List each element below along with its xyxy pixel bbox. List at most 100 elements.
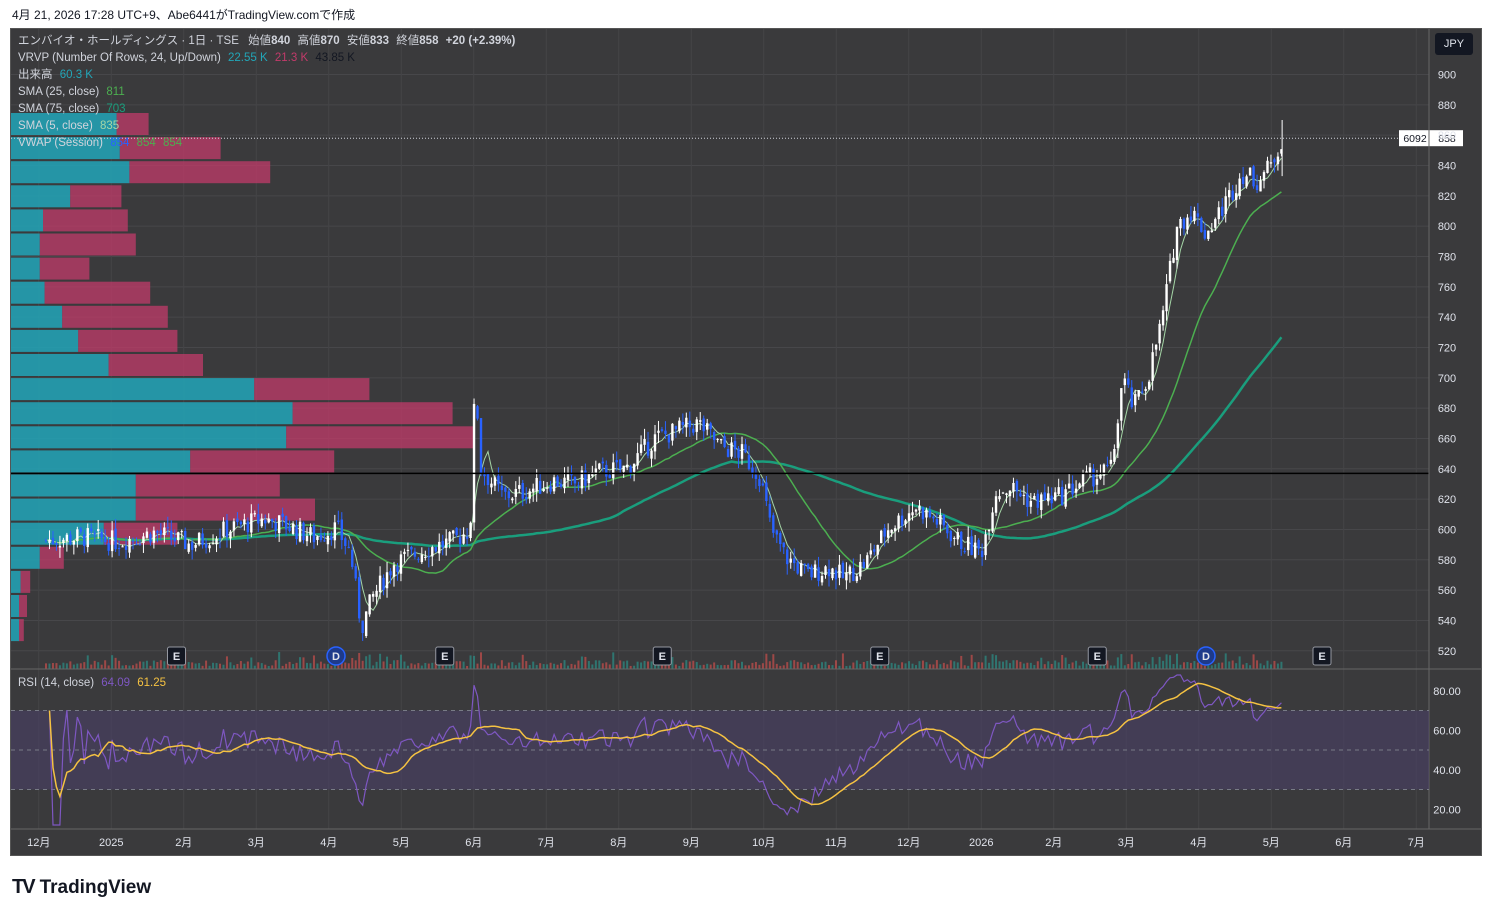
candle-body [514,488,517,497]
tradingview-logo[interactable]: TV TradingView [12,876,151,899]
candle-body [121,546,124,548]
candle-body [782,542,785,548]
volume-bar [236,663,239,669]
rsi-label[interactable]: RSI (14, close) [18,677,95,689]
volume-bar [239,661,242,669]
volume-bar [69,661,72,669]
sma25-label[interactable]: SMA (25, close) [18,86,100,98]
volume-bar [142,661,145,669]
candle-body [1106,464,1109,466]
time-tick: 2025 [99,837,123,849]
candle-body [956,532,959,540]
volume-bar [1280,661,1283,669]
candle-body [260,518,263,527]
candle-body [706,423,709,430]
sma75-line [45,336,1283,548]
candle-body [486,473,490,486]
volume-bar [1193,661,1196,669]
candle-body [967,536,970,551]
symbol-title[interactable]: エンバイオ・ホールディングス · 1日 · TSE [18,35,239,47]
vp-up-bar [11,570,21,593]
volume-bar [1123,665,1126,669]
volume-bar [382,661,385,669]
time-tick: 12月 [27,837,50,849]
candle-body [44,539,48,541]
candle-body [744,444,747,453]
candle-body [257,514,260,524]
volume-bar [894,663,897,669]
candle-body [587,473,591,484]
candle-body [382,577,385,590]
price-tag-left-bg [1399,130,1431,147]
candle-body [1040,494,1043,510]
candle-body [305,535,309,542]
volume-bar [629,665,632,669]
vwap-label[interactable]: VWAP (Session) [18,137,103,149]
candle-body [72,540,76,545]
volume-bar [351,657,354,669]
candle-body [883,528,886,537]
volume-bar [1266,660,1269,669]
volume-bar [643,660,646,669]
vp-down-bar [43,209,128,232]
price-chart[interactable]: 6092 858 E D E E E E D E 520 540 560 580 600 620 640 66… [11,29,1481,855]
vrvp-label[interactable]: VRVP (Number Of Rows, 24, Up/Down) [18,52,221,64]
sma5-label[interactable]: SMA (5, close) [18,120,93,132]
volume-bar [1186,661,1189,669]
volume-bar [688,661,691,669]
candle-body [820,575,824,583]
candle-body [1057,487,1060,494]
candle-body [570,473,573,476]
candle-body [1085,471,1088,474]
candle-body [911,512,914,516]
candle-body [128,538,131,553]
time-tick: 5月 [1263,837,1280,849]
candle-body [1123,378,1126,386]
earnings-marker [1312,646,1332,666]
volume-bar [1231,660,1234,669]
candle-body [354,566,357,579]
candle-body [653,434,657,452]
volume-bar [1061,655,1064,669]
candle-body [1043,492,1046,501]
candle-body [274,522,277,531]
price-tick: 580 [1438,555,1456,567]
candle-body [796,562,799,574]
candle-body [838,564,841,578]
chart-area[interactable]: 6092 858 E D E E E E D E 520 540 560 580 600 620 640 66… [10,28,1482,856]
volume-bar [636,661,639,669]
volume-label[interactable]: 出来高 [18,69,53,81]
candle-body [946,525,949,534]
currency-button[interactable]: JPY [1435,33,1473,55]
open-value: 840 [271,35,291,47]
volume-bar [417,663,420,669]
candle-body [291,523,295,534]
sma75-label[interactable]: SMA (75, close) [18,103,100,115]
time-tick: 10月 [752,837,775,849]
volume-bar [281,665,284,669]
candle-body [1189,216,1193,221]
candle-body [841,562,845,578]
volume-bar [974,662,977,669]
volume-bar [1085,663,1088,669]
volume-bar [615,664,618,669]
volume-bar [1217,662,1220,669]
candle-body [51,537,55,545]
earnings-marker [1087,646,1107,666]
candle-body [873,549,876,552]
candle-body [264,520,267,524]
volume-bar [469,655,472,669]
volume-bar [1064,657,1067,669]
candle-body [793,558,796,564]
candle-body [110,530,114,552]
volume-bar [1158,656,1161,669]
volume-bar [828,665,830,669]
candle-body [378,575,382,593]
candle-body [719,439,723,441]
volume-bar [831,665,834,669]
volume-bar [1050,663,1053,669]
price-tick: 640 [1438,464,1456,476]
time-tick: 4月 [1190,837,1207,849]
candle-body [149,534,152,543]
volume-bar [890,662,893,669]
